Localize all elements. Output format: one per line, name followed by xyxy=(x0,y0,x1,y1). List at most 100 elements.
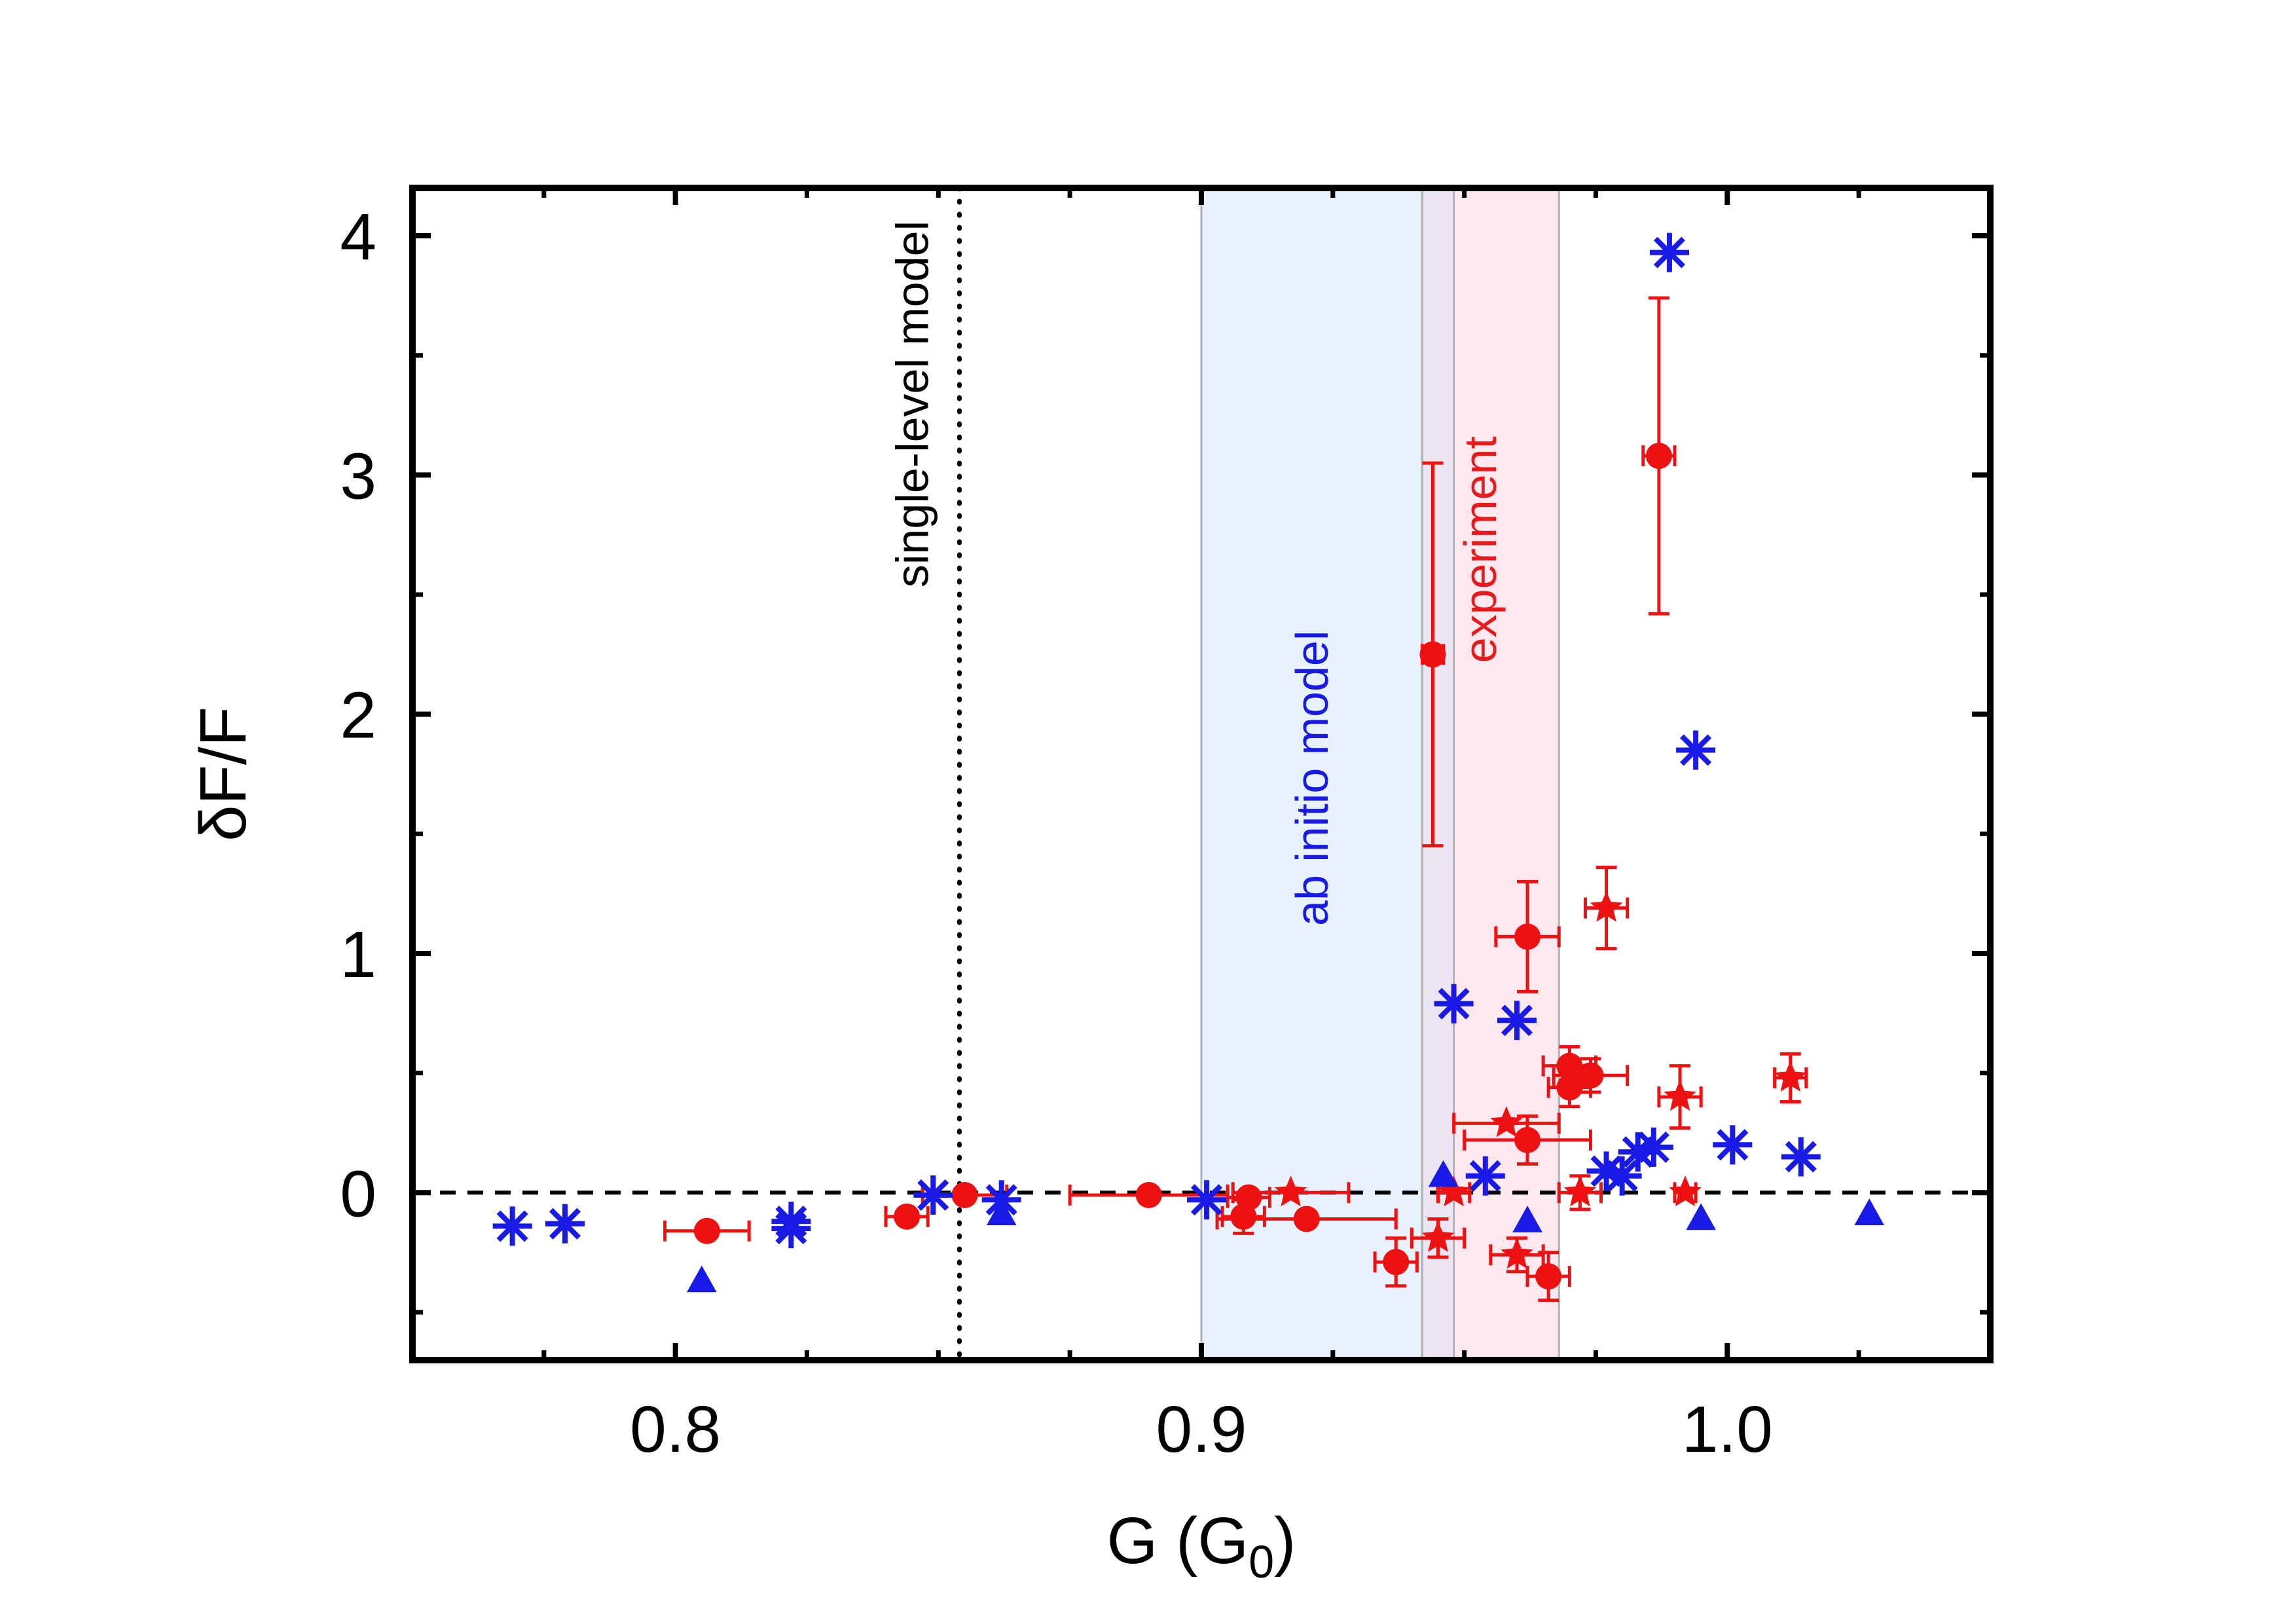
data-point-circle xyxy=(1494,879,1561,993)
series-star xyxy=(1231,865,1808,1274)
data-point-circle xyxy=(1525,1251,1571,1302)
data-point-circle xyxy=(1226,1184,1271,1211)
triangle-marker xyxy=(986,1198,1017,1225)
data-point-asterisk xyxy=(1713,1125,1753,1165)
data-point-star xyxy=(1583,865,1630,951)
band-label-0: ab initio model xyxy=(1286,631,1338,926)
circle-marker xyxy=(693,1217,720,1244)
triangle-marker xyxy=(1428,1160,1459,1187)
asterisk-stroke xyxy=(1785,1141,1817,1173)
data-point-asterisk xyxy=(1649,232,1689,272)
y-tick-label: 3 xyxy=(340,439,376,513)
data-point-asterisk xyxy=(771,1209,811,1249)
data-point-triangle xyxy=(687,1265,717,1293)
circle-marker xyxy=(1556,1074,1583,1101)
triangle-marker xyxy=(1512,1206,1542,1232)
data-point-circle xyxy=(1641,296,1677,616)
reference-lines-layer xyxy=(412,185,1990,1363)
data-point-asterisk xyxy=(1497,1001,1537,1041)
circle-marker xyxy=(1577,1062,1604,1089)
y-tick-label: 2 xyxy=(340,679,376,752)
data-point-asterisk xyxy=(913,1175,953,1215)
circle-marker xyxy=(1514,923,1541,950)
data-point-star xyxy=(1557,1174,1603,1211)
asterisk-stroke xyxy=(1717,1129,1749,1161)
asterisk-stroke xyxy=(1190,1184,1223,1216)
data-point-star xyxy=(1669,1175,1702,1207)
star-marker xyxy=(1274,1175,1307,1207)
x-axis-title: G (G0) xyxy=(1107,1504,1296,1587)
star-marker xyxy=(1437,1175,1470,1207)
asterisk-stroke xyxy=(1606,1160,1638,1192)
data-point-asterisk xyxy=(1781,1137,1821,1177)
asterisk-stroke xyxy=(1637,1131,1669,1163)
circle-marker xyxy=(1419,641,1446,668)
x-axis-title-main: G (G xyxy=(1107,1504,1249,1578)
data-point-triangle xyxy=(986,1198,1017,1225)
data-point-asterisk xyxy=(1633,1127,1673,1167)
asterisk-stroke xyxy=(1680,734,1712,766)
data-point-circle xyxy=(1419,461,1446,848)
data-point-asterisk xyxy=(1602,1156,1642,1196)
data-point-asterisk xyxy=(1187,1180,1227,1220)
circle-marker xyxy=(1293,1206,1320,1232)
data-point-circle xyxy=(1541,1044,1597,1087)
band-label-1: experiment xyxy=(1455,436,1506,663)
band-0 xyxy=(1200,187,1455,1361)
circle-marker xyxy=(951,1181,978,1208)
circle-marker xyxy=(894,1203,920,1230)
star-marker xyxy=(1501,1238,1533,1269)
reference-line-label: single-level model xyxy=(886,221,938,587)
data-point-circle xyxy=(1373,1236,1419,1288)
data-point-asterisk xyxy=(545,1204,585,1244)
asterisk-stroke xyxy=(496,1210,528,1242)
asterisk-stroke xyxy=(917,1179,949,1211)
asterisk-stroke xyxy=(1590,1155,1622,1187)
data-point-star xyxy=(1452,1106,1561,1137)
circle-marker xyxy=(1235,1184,1262,1211)
data-point-circle xyxy=(884,1203,930,1230)
y-tick-label: 0 xyxy=(340,1157,376,1230)
star-marker xyxy=(1664,1080,1696,1111)
star-marker xyxy=(1774,1060,1807,1092)
x-tick-label: 1.0 xyxy=(1682,1393,1773,1466)
asterisk-stroke xyxy=(1653,236,1686,268)
data-point-star xyxy=(1773,1052,1808,1103)
data-point-triangle xyxy=(1512,1206,1542,1232)
data-layer xyxy=(492,232,1885,1302)
band-labels-layer: ab initio model experiment single-level mo… xyxy=(886,221,1505,926)
data-point-triangle xyxy=(1854,1198,1885,1225)
y-axis-title: δF/F xyxy=(187,707,260,841)
data-point-star xyxy=(1410,1217,1467,1259)
triangle-marker xyxy=(1686,1203,1716,1230)
data-point-star xyxy=(1489,1236,1545,1274)
data-point-star xyxy=(1231,1175,1351,1207)
circle-marker xyxy=(1556,1052,1583,1079)
star-marker xyxy=(1490,1106,1523,1137)
data-point-circle xyxy=(1463,1114,1592,1166)
series-circle xyxy=(663,296,1677,1302)
star-marker xyxy=(1669,1175,1702,1207)
star-marker xyxy=(1590,891,1623,922)
data-point-star xyxy=(1657,1064,1703,1130)
data-point-asterisk xyxy=(492,1206,532,1246)
triangle-marker xyxy=(1854,1198,1885,1225)
x-tick-label: 0.8 xyxy=(630,1393,721,1466)
series-asterisk xyxy=(492,232,1821,1249)
data-point-asterisk xyxy=(1676,730,1716,770)
y-tick-label: 1 xyxy=(340,918,376,991)
asterisk-stroke xyxy=(1438,987,1470,1020)
x-axis-title-close: ) xyxy=(1274,1504,1296,1578)
y-tick-label: 4 xyxy=(340,200,376,274)
data-point-triangle xyxy=(1428,1160,1459,1187)
data-point-circle xyxy=(1552,1057,1630,1094)
asterisk-stroke xyxy=(1501,1005,1533,1037)
asterisk-stroke xyxy=(1469,1160,1501,1192)
data-point-asterisk xyxy=(1434,984,1474,1024)
data-point-asterisk xyxy=(1465,1156,1505,1196)
triangle-marker xyxy=(687,1265,717,1293)
star-marker xyxy=(1563,1175,1597,1207)
circle-marker xyxy=(1135,1181,1162,1208)
ticks-layer: 0.8 0.9 1.0 0 1 2 3 4 xyxy=(340,188,1993,1466)
